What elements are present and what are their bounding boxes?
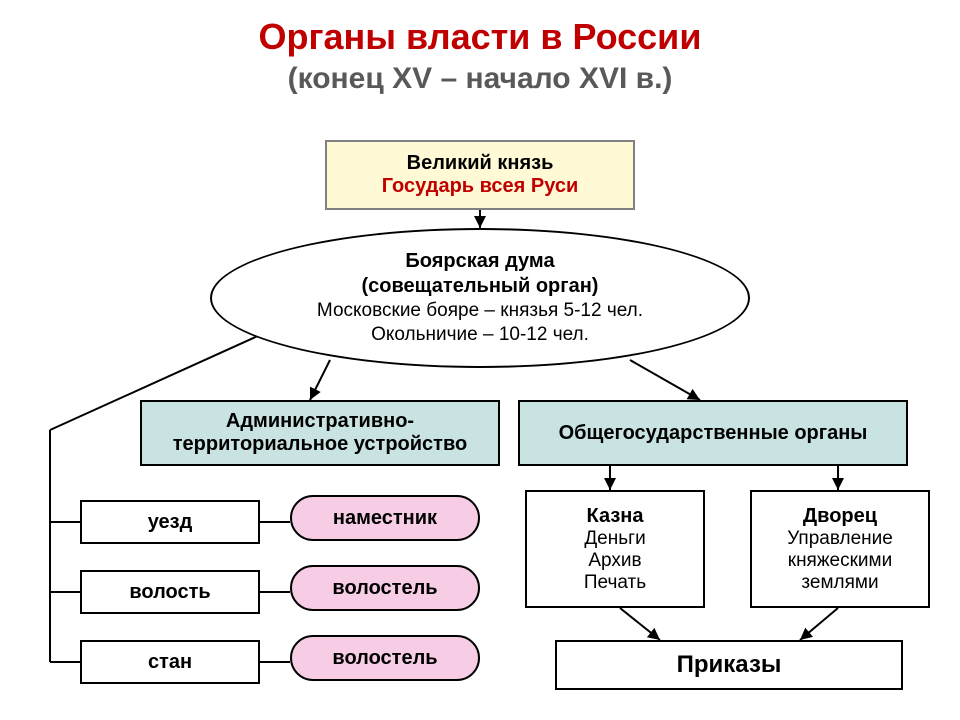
official-namestnik: наместник xyxy=(290,495,480,541)
prikazy-label: Приказы xyxy=(677,651,782,679)
official-volostel-1: волостель xyxy=(290,565,480,611)
ruler-box: Великий князь Государь всея Руси xyxy=(325,140,635,210)
duma-ellipse: Боярская дума (совещательный орган) Моск… xyxy=(210,228,750,368)
duma-title: Боярская дума xyxy=(405,249,554,274)
kazna-line: Деньги xyxy=(584,528,645,550)
admin-unit-label: уезд xyxy=(148,511,193,534)
dvorets-line: княжескими xyxy=(788,550,892,572)
duma-line3: Московские бояре – князья 5-12 чел. xyxy=(317,299,643,323)
admin-unit-uezd: уезд xyxy=(80,500,260,544)
dvorets-line: землями xyxy=(801,572,878,594)
dvorets-box: Дворец Управление княжескими землями xyxy=(750,490,930,608)
prikazy-box: Приказы xyxy=(555,640,903,690)
ruler-line2: Государь всея Руси xyxy=(382,175,579,198)
title-main: Органы власти в России xyxy=(259,16,702,57)
branch-state-label: Общегосударственные органы xyxy=(559,422,868,445)
admin-unit-label: стан xyxy=(148,651,192,674)
admin-unit-label: волость xyxy=(129,581,210,604)
duma-line4: Окольничие – 10-12 чел. xyxy=(371,323,589,347)
dvorets-title: Дворец xyxy=(803,505,877,528)
dvorets-line: Управление xyxy=(787,528,893,550)
official-label: наместник xyxy=(333,507,437,530)
ruler-line1: Великий князь xyxy=(407,152,554,175)
official-label: волостель xyxy=(332,647,437,670)
page-title: Органы власти в России xyxy=(0,16,960,58)
official-volostel-2: волостель xyxy=(290,635,480,681)
branch-admin-l1: Административно- xyxy=(226,410,414,433)
official-label: волостель xyxy=(332,577,437,600)
page-subtitle: (конец XV – начало XVI в.) xyxy=(0,62,960,96)
duma-subtitle: (совещательный орган) xyxy=(362,274,599,299)
admin-unit-stan: стан xyxy=(80,640,260,684)
diagram-stage: Органы власти в России (конец XV – начал… xyxy=(0,0,960,720)
admin-unit-volost: волость xyxy=(80,570,260,614)
kazna-line: Печать xyxy=(584,572,646,594)
title-sub: (конец XV – начало XVI в.) xyxy=(288,62,673,95)
kazna-box: Казна Деньги Архив Печать xyxy=(525,490,705,608)
branch-admin: Административно- территориальное устройс… xyxy=(140,400,500,466)
branch-state: Общегосударственные органы xyxy=(518,400,908,466)
kazna-line: Архив xyxy=(588,550,641,572)
kazna-title: Казна xyxy=(587,505,644,528)
branch-admin-l2: территориальное устройство xyxy=(173,433,467,456)
